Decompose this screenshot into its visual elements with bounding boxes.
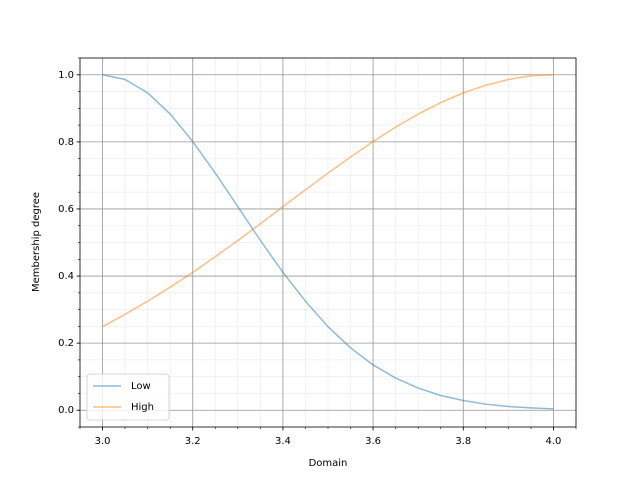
legend-label: Low [131,381,151,392]
data-line [102,74,554,328]
plot-frame [79,57,577,428]
data-line [102,74,554,410]
y-tick-label: 0.6 [58,204,74,215]
y-tick-label: 0.2 [58,338,74,349]
y-tick-label: 0.8 [58,137,74,148]
y-axis-label: Membership degree [31,192,42,292]
y-tick-label: 1.0 [58,70,74,81]
x-tick-label: 4.0 [546,436,562,447]
x-axis-label: Domain [309,458,348,469]
y-tick-label: 0.4 [58,271,74,282]
x-tick-label: 3.6 [365,436,381,447]
x-tick-label: 3.4 [275,436,291,447]
legend-box [86,373,170,421]
y-tick-label: 0.0 [58,405,74,416]
x-tick-label: 3.2 [185,436,201,447]
legend-label: High [131,402,154,413]
x-tick-label: 3.8 [455,436,471,447]
x-tick-label: 3.0 [95,436,111,447]
